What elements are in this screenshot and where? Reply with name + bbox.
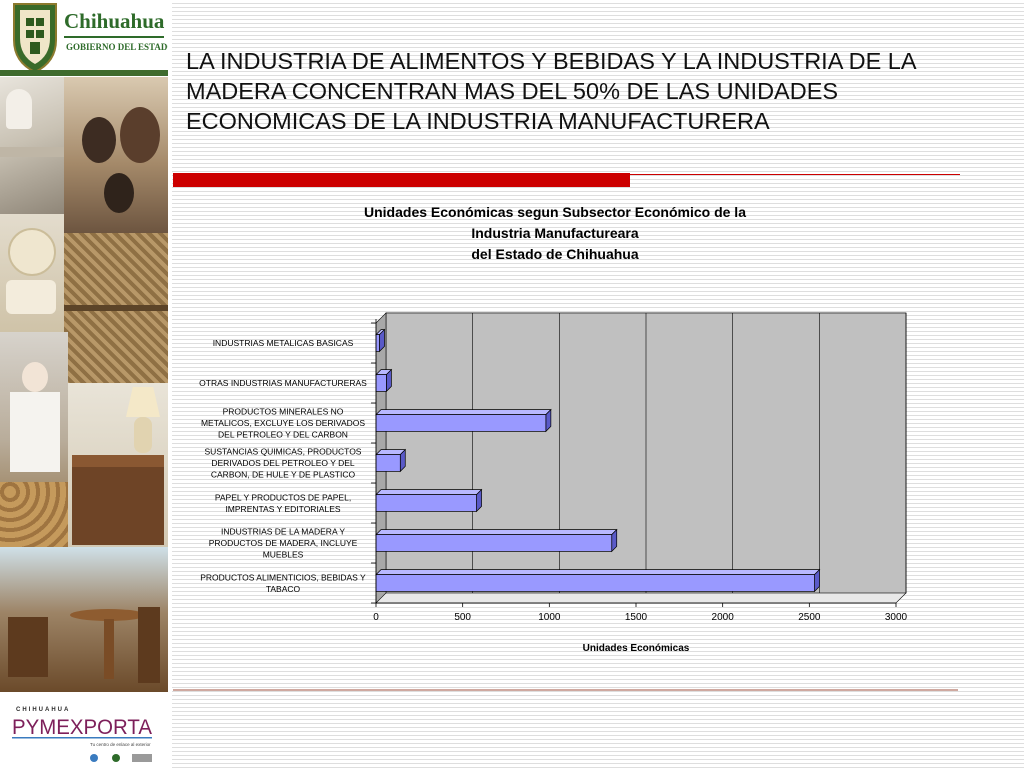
photo-cheese: [0, 214, 64, 332]
category-label-line: PRODUCTOS ALIMENTICIOS, BEBIDAS Y: [200, 572, 366, 582]
category-label-line: IMPRENTAS Y EDITORIALES: [225, 504, 340, 514]
slide-title: LA INDUSTRIA DE ALIMENTOS Y BEBIDAS Y LA…: [186, 48, 916, 134]
photo-dining-room: [0, 547, 168, 692]
category-label-line: PRODUCTOS DE MADERA, INCLUYE: [209, 538, 358, 548]
x-tick-labels: 0 500 1000 1500 2000 2500 3000: [373, 603, 908, 623]
bar-top-face: [375, 569, 821, 575]
bar: [375, 368, 393, 393]
bar: [375, 568, 821, 593]
x-tick-label: 500: [454, 612, 471, 623]
category-label-line: TABACO: [266, 584, 301, 594]
category-label-line: INDUSTRIAS DE LA MADERA Y: [221, 527, 345, 537]
x-axis-label: Unidades Económicas: [583, 643, 690, 654]
category-label: INDUSTRIAS METALICAS BASICAS: [213, 338, 354, 348]
bar-front-face: [375, 414, 547, 432]
photo-lamp-furniture: [68, 383, 168, 547]
x-tick-label: 2500: [798, 612, 821, 623]
bar-top-face: [375, 529, 618, 535]
chihuahua-government-logo: Chihuahua GOBIERNO DEL ESTADO: [0, 0, 168, 76]
plot-area: [375, 312, 907, 604]
category-label-line: PRODUCTOS MINERALES NO: [223, 407, 344, 417]
category-label: SUSTANCIAS QUIMICAS, PRODUCTOS DERIVADOS …: [205, 447, 362, 480]
sidebar-decoration: Chihuahua GOBIERNO DEL ESTADO: [0, 0, 172, 768]
pymexporta-tagline: Tu centro de enlace al exterior: [90, 742, 151, 747]
pymexporta-logo: CHIHUAHUA PYMEXPORTA Tu centro de enlace…: [0, 700, 168, 768]
photo-factory-worker: [0, 77, 64, 214]
bottom-divider: [173, 689, 958, 691]
red-accent-bar: [173, 173, 630, 187]
logo-subtitle: GOBIERNO DEL ESTADO: [66, 42, 168, 52]
bar: [375, 448, 407, 473]
bar-front-face: [375, 374, 387, 392]
x-tick-label: 2000: [712, 612, 735, 623]
category-label: PRODUCTOS MINERALES NO METALICOS, EXCLUYE…: [201, 407, 365, 440]
category-label-line: DEL PETROLEO Y DEL CARBON: [218, 430, 348, 440]
category-label-line: METALICOS, EXCLUYE LOS DERIVADOS: [201, 418, 365, 428]
category-label-line: MUEBLES: [263, 550, 304, 560]
photo-worker-mask: [0, 332, 68, 547]
category-label-line: SUSTANCIAS QUIMICAS, PRODUCTOS: [205, 447, 362, 457]
chart-title-line-1: Unidades Económicas segun Subsector Econ…: [364, 204, 746, 220]
bar: [375, 528, 618, 553]
category-label: INDUSTRIAS DE LA MADERA Y PRODUCTOS DE MA…: [209, 527, 358, 560]
category-labels: INDUSTRIAS METALICAS BASICAS OTRAS INDUST…: [199, 338, 367, 594]
category-label-line: INDUSTRIAS METALICAS BASICAS: [213, 338, 354, 348]
bar-chart: INDUSTRIAS METALICAS BASICAS OTRAS INDUST…: [199, 312, 908, 654]
pymexporta-brand: PYMEXPORTA: [12, 716, 152, 739]
category-label: OTRAS INDUSTRIAS MANUFACTURERAS: [199, 378, 367, 388]
bar-front-face: [375, 574, 815, 592]
logo-word: Chihuahua: [64, 9, 165, 33]
bar-front-face: [375, 334, 380, 352]
category-label: PAPEL Y PRODUCTOS DE PAPEL, IMPRENTAS Y E…: [215, 492, 351, 514]
chart-title: Unidades Económicas segun Subsector Econ…: [300, 202, 810, 265]
x-tick-label: 1000: [538, 612, 561, 623]
photo-pottery: [64, 77, 168, 233]
x-tick-label: 0: [373, 612, 379, 623]
bar: [375, 328, 386, 353]
thin-accent-line: [630, 174, 960, 175]
chart-title-line-2: Industria Manufactureara: [471, 225, 639, 241]
chart-title-line-3: del Estado de Chihuahua: [471, 246, 639, 262]
bar: [375, 488, 483, 513]
bar-front-face: [375, 454, 401, 472]
photo-collage: [0, 77, 168, 692]
category-label-line: CARBON, DE HULE Y DE PLASTICO: [211, 470, 356, 480]
bars: [375, 328, 821, 593]
x-tick-label: 3000: [885, 612, 908, 623]
bar: [375, 408, 552, 433]
photo-baskets: [64, 233, 168, 383]
x-tick-label: 1500: [625, 612, 648, 623]
pymexporta-top-word: CHIHUAHUA: [16, 707, 70, 713]
category-label-line: OTRAS INDUSTRIAS MANUFACTURERAS: [199, 378, 367, 388]
category-label-line: PAPEL Y PRODUCTOS DE PAPEL,: [215, 492, 351, 502]
bar-top-face: [375, 489, 483, 495]
category-label: PRODUCTOS ALIMENTICIOS, BEBIDAS Y TABACO: [200, 572, 366, 594]
category-label-line: DERIVADOS DEL PETROLEO Y DEL: [211, 458, 355, 468]
bar-top-face: [375, 409, 552, 415]
bar-front-face: [375, 494, 477, 512]
bar-front-face: [375, 534, 613, 552]
